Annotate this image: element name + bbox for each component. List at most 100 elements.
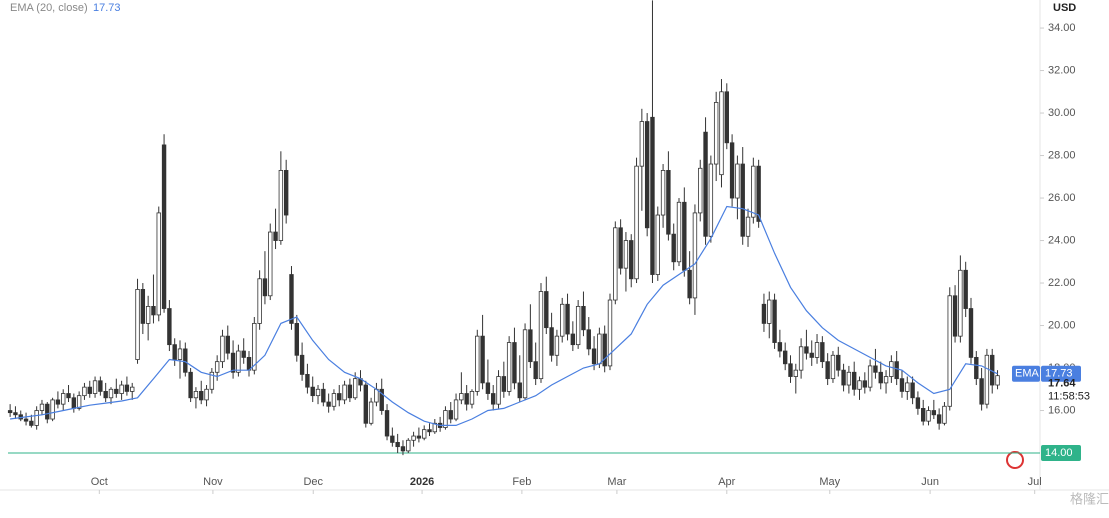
candle-body (682, 201, 687, 271)
candle-body (294, 323, 299, 356)
candle-body (836, 354, 841, 371)
candle-body (374, 388, 379, 403)
candle-body (406, 439, 411, 452)
candle-body (533, 361, 538, 380)
candle-body (209, 371, 215, 390)
candle-body (411, 435, 416, 441)
candle-body (713, 102, 719, 165)
x-tick-label: Feb (512, 476, 531, 488)
candle-body (931, 410, 937, 416)
candle-body (878, 371, 883, 384)
candle-body (278, 170, 284, 241)
candle-body (506, 342, 512, 392)
candle-body (660, 170, 666, 216)
candle-body (326, 401, 331, 407)
candle-body (798, 346, 804, 371)
candle-body (475, 335, 480, 392)
candle-body (570, 333, 576, 346)
candle-body (501, 376, 507, 392)
candle-body (729, 142, 735, 199)
candle-body (443, 410, 448, 428)
candle-body (427, 429, 432, 433)
candle-body (464, 393, 469, 405)
candle-body (480, 335, 485, 384)
candle-body (225, 335, 230, 354)
watermark: 格隆汇 (1070, 491, 1109, 506)
ema-name: EMA (1015, 368, 1040, 380)
x-tick-label: Apr (718, 476, 735, 488)
candle-body (108, 388, 114, 399)
candle-body (400, 446, 406, 452)
candle-body (140, 289, 146, 324)
ema-legend: EMA (20, close) (10, 2, 88, 14)
candle-body (655, 214, 660, 275)
flag-icon (1006, 451, 1024, 469)
candle-body (34, 410, 39, 426)
candle-body (528, 329, 533, 363)
candle-body (873, 365, 878, 373)
candle-body (984, 354, 990, 405)
candle-body (644, 121, 650, 229)
y-tick-label: 24.00 (1048, 234, 1076, 246)
candle-body (650, 116, 655, 275)
candle-body (629, 240, 634, 280)
candle-body (61, 393, 66, 405)
candle-body (268, 231, 273, 297)
candle-body (384, 410, 390, 437)
candle-body (830, 354, 836, 380)
candle-body (342, 384, 347, 401)
candle-body (517, 382, 522, 399)
y-tick-label: 34.00 (1048, 22, 1076, 34)
candle-body (618, 227, 623, 269)
candle-body (761, 303, 767, 324)
candle-body (257, 278, 262, 324)
candle-body (29, 420, 34, 426)
candle-body (236, 350, 241, 373)
candle-body (512, 342, 517, 384)
candle-body (963, 269, 968, 309)
candle-body (204, 388, 209, 401)
candle-body (692, 212, 698, 299)
candle-body (554, 335, 560, 356)
candle-body (98, 380, 103, 392)
candle-body (862, 380, 868, 388)
candle-body (788, 363, 793, 377)
candle-body (453, 399, 459, 420)
candle-body (947, 295, 952, 407)
candle-body (379, 388, 384, 411)
x-tick-label: Oct (91, 476, 108, 488)
candle-body (735, 163, 740, 199)
y-tick-label: 28.00 (1048, 149, 1076, 161)
candle-body (591, 348, 597, 365)
candle-body (899, 378, 905, 392)
candle-body (252, 323, 257, 371)
candle-body (867, 365, 873, 388)
candle-body (114, 388, 119, 394)
candle-body (926, 410, 931, 422)
candle-body (315, 388, 321, 397)
candle-body (814, 342, 820, 358)
candle-body (857, 380, 862, 390)
candle-body (538, 291, 544, 380)
candle-body (889, 361, 894, 377)
candle-body (92, 380, 98, 394)
candle-body (82, 386, 87, 397)
candle-body (283, 170, 289, 216)
ema-line (10, 205, 998, 426)
candle-body (825, 361, 830, 380)
candle-body (958, 269, 963, 337)
candle-body (782, 350, 788, 365)
candle-body (756, 165, 761, 222)
candle-body (230, 352, 236, 373)
candle-body (87, 386, 92, 394)
ema-name-box (1012, 365, 1040, 382)
candle-body (421, 429, 427, 439)
y-tick-label: 26.00 (1048, 192, 1076, 204)
candle-body (55, 399, 61, 405)
candle-body (905, 382, 910, 392)
x-tick-label: 2026 (410, 476, 434, 488)
candle-body (193, 391, 199, 399)
candle-body (708, 163, 714, 237)
candle-body (220, 335, 225, 363)
